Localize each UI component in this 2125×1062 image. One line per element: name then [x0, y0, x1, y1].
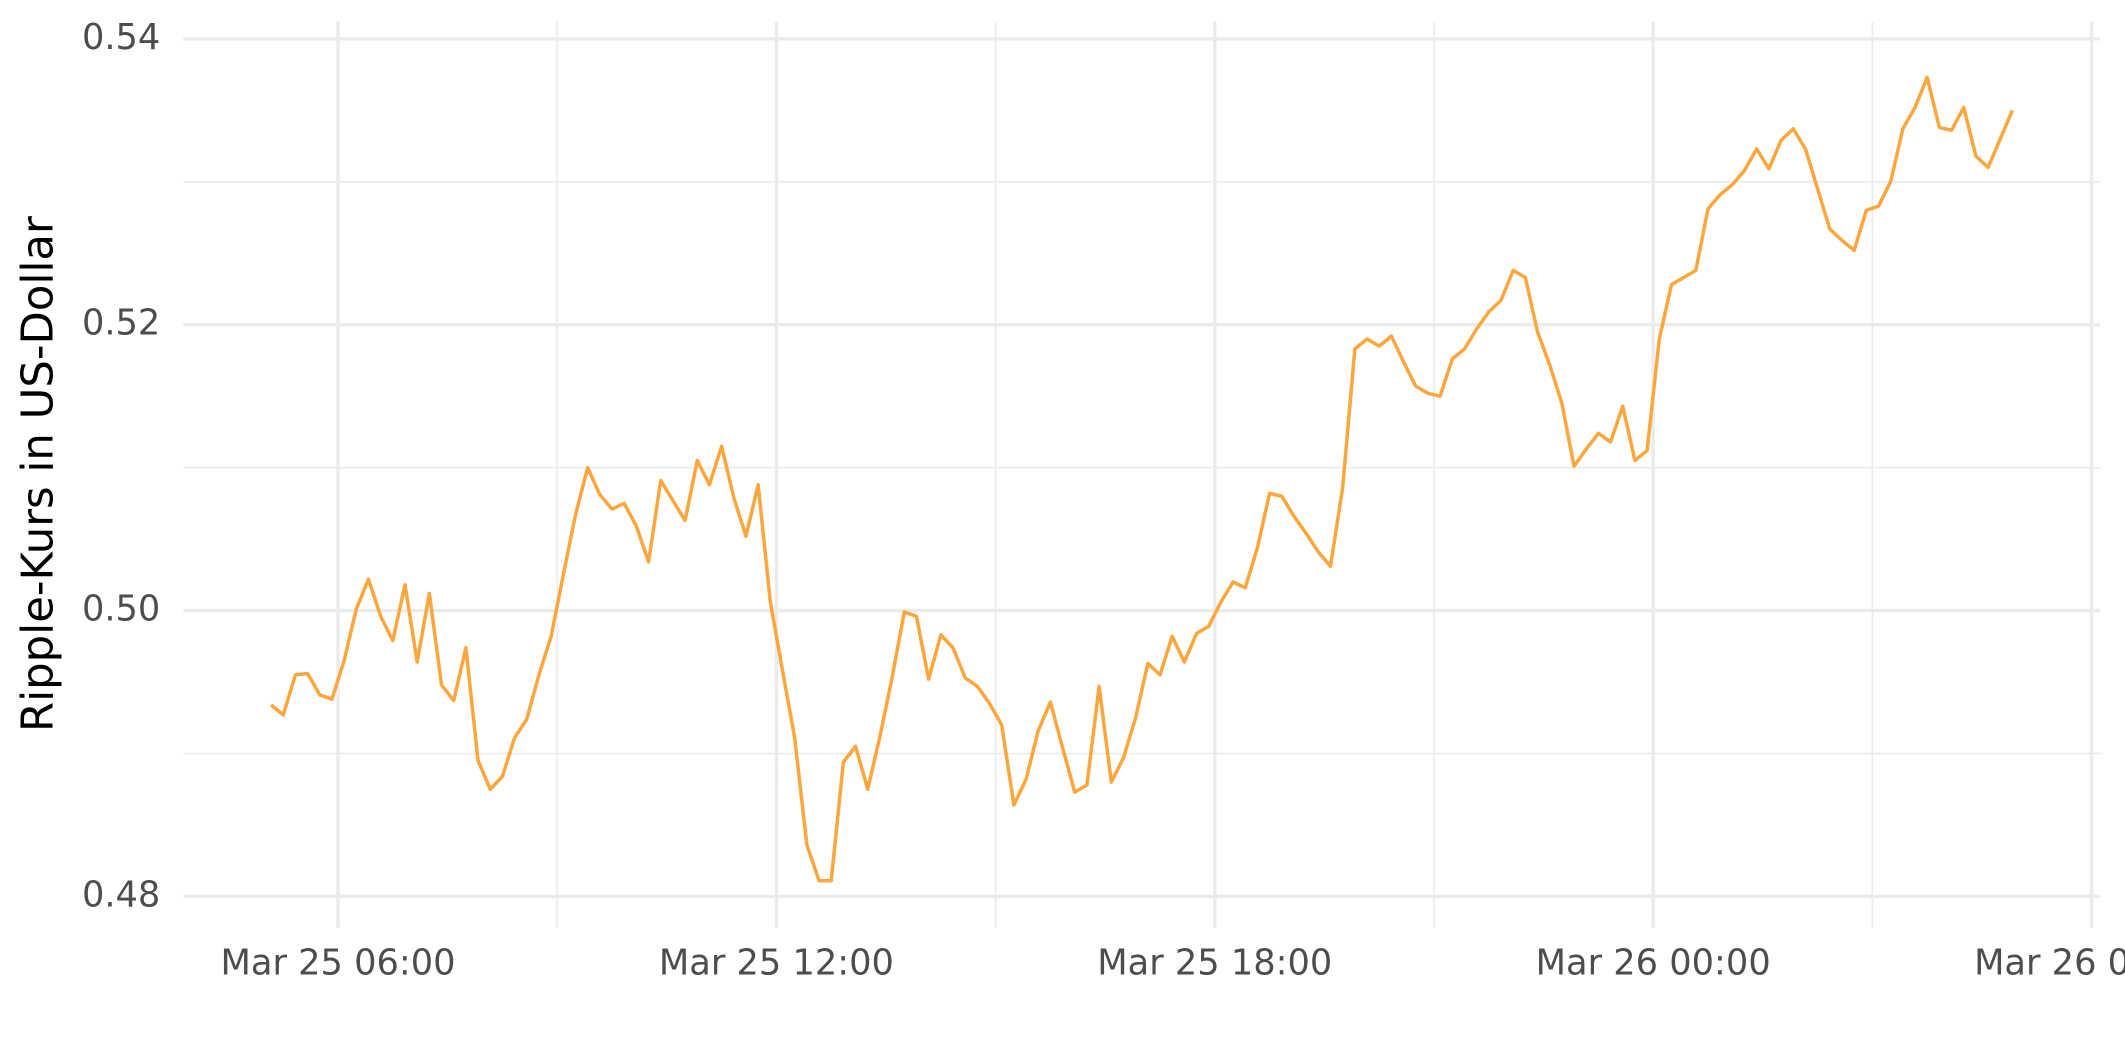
price-line	[269, 75, 2015, 883]
x-tick-label: Mar 26 06:00	[1974, 942, 2125, 983]
x-tick-label: Mar 25 06:00	[221, 942, 456, 983]
y-tick-label: 0.54	[82, 17, 160, 58]
y-tick-label: 0.48	[82, 874, 160, 915]
y-tick-label: 0.52	[82, 303, 160, 344]
y-axis-label: Ripple-Kurs in US-Dollar	[14, 216, 64, 732]
x-tick-label: Mar 25 18:00	[1097, 942, 1332, 983]
y-tick-label: 0.50	[82, 589, 160, 630]
x-tick-label: Mar 25 12:00	[659, 942, 894, 983]
x-tick-label: Mar 26 00:00	[1536, 942, 1771, 983]
